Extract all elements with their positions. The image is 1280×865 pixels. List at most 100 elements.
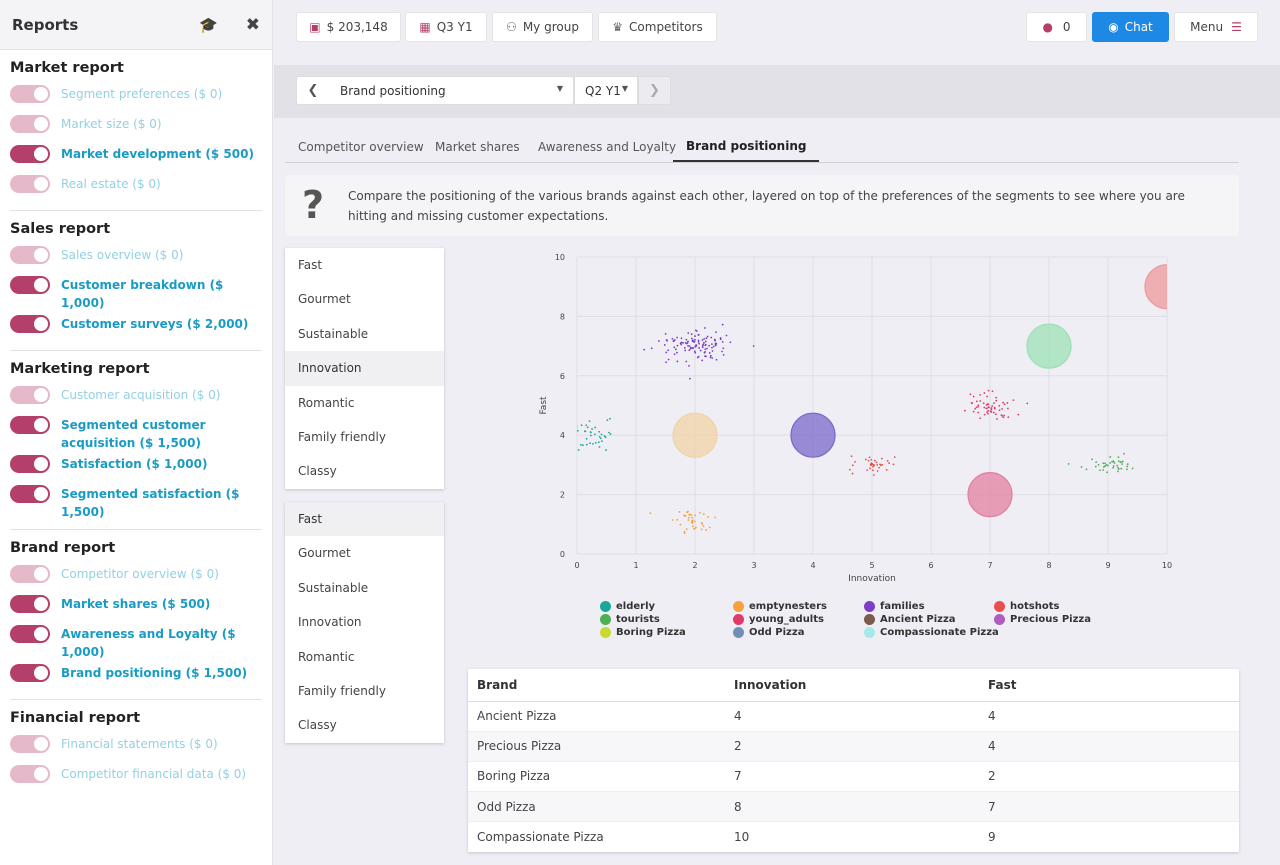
graduation-cap-icon[interactable]: 🎓 [199,15,218,34]
chat-icon: ◉ [1108,20,1119,34]
report-item[interactable]: Customer acquisition ($ 0) [10,383,262,413]
report-item[interactable]: Market size ($ 0) [10,112,262,142]
notifications-button[interactable]: ● 0 [1026,12,1087,42]
menu-button[interactable]: Menu ☰ [1174,12,1258,42]
segment-point [691,516,693,519]
report-toggle[interactable] [10,485,50,503]
report-toggle[interactable] [10,595,50,613]
segment-point [990,407,993,409]
report-item[interactable]: Segment preferences ($ 0) [10,82,262,112]
chat-button[interactable]: ◉ Chat [1092,12,1169,42]
attribute-option[interactable]: Sustainable [298,580,369,595]
legend-dot [994,601,1005,612]
segment-point [698,342,701,345]
segment-point [1003,414,1006,417]
next-report-icon[interactable]: ❯ [638,76,671,105]
legend-label: Odd Pizza [749,627,805,638]
segment-point [693,520,696,523]
report-toggle[interactable] [10,145,50,163]
segment-point [707,516,709,518]
report-toggle[interactable] [10,664,50,682]
report-item[interactable]: Financial statements ($ 0) [10,732,262,762]
report-toggle[interactable] [10,765,50,783]
segment-point [700,521,703,524]
attribute-option[interactable]: Gourmet [298,546,351,561]
report-toggle[interactable] [10,246,50,264]
segment-point [672,339,675,342]
segment-point [566,435,568,437]
report-toggle[interactable] [10,565,50,583]
segment-point [692,347,694,350]
report-item[interactable]: Segmented customer acquisition ($ 1,500) [10,413,262,452]
attribute-option[interactable]: Fast [285,502,444,537]
report-toggle[interactable] [10,386,50,404]
report-select-value: Brand positioning [340,84,446,98]
attribute-option[interactable]: Gourmet [298,292,351,307]
report-toggle[interactable] [10,315,50,333]
report-item[interactable]: Competitor overview ($ 0) [10,562,262,592]
report-toggle[interactable] [10,625,50,643]
attribute-option[interactable]: Sustainable [298,326,369,341]
x-tick-label: 8 [1046,561,1051,570]
segment-point [1094,465,1097,468]
report-item[interactable]: Market shares ($ 500) [10,592,262,622]
attribute-option[interactable]: Family friendly [298,683,386,698]
competitors-button[interactable]: ♛ Competitors [598,12,717,42]
tab-awareness-loyalty[interactable]: Awareness and Loyalty [538,139,677,154]
segment-point [708,352,711,354]
attribute-option[interactable]: Romantic [298,395,355,410]
tab-brand-positioning[interactable]: Brand positioning [673,131,820,162]
segment-point [878,466,881,469]
tab-market-shares[interactable]: Market shares [435,139,520,154]
segment-point [584,430,587,433]
report-toggle[interactable] [10,175,50,193]
report-item-label: Market shares ($ 500) [61,597,211,611]
y-tick-label: 8 [560,312,565,321]
report-item[interactable]: Real estate ($ 0) [10,172,262,202]
attribute-option[interactable]: Family friendly [298,429,386,444]
report-item[interactable]: Awareness and Loyalty ($ 1,000) [10,622,262,661]
attribute-option[interactable]: Innovation [298,615,362,630]
report-toggle[interactable] [10,416,50,434]
report-item[interactable]: Satisfaction ($ 1,000) [10,452,262,482]
segment-point [694,335,696,337]
report-item[interactable]: Brand positioning ($ 1,500) [10,661,262,691]
table-cell: 4 [979,730,1239,762]
report-toggle[interactable] [10,115,50,133]
attribute-option[interactable]: Classy [298,718,337,733]
segment-point [570,437,572,439]
segment-point [577,429,579,432]
attribute-option[interactable]: Innovation [285,351,444,386]
segment-point [594,426,597,429]
report-toggle[interactable] [10,735,50,753]
period-button[interactable]: ▦ Q3 Y1 [405,12,487,42]
report-select[interactable]: ❮ Brand positioning ▼ [296,76,574,105]
segment-point [697,339,700,342]
attribute-option[interactable]: Classy [298,464,337,479]
segment-point [690,513,693,516]
report-item[interactable]: Competitor financial data ($ 0) [10,762,262,792]
attribute-option[interactable]: Romantic [298,649,355,664]
report-item[interactable]: Segmented satisfaction ($ 1,500) [10,482,262,521]
close-icon[interactable]: ✖ [245,14,260,35]
tab-competitor-overview[interactable]: Competitor overview [298,139,424,154]
attribute-option[interactable]: Fast [298,258,323,272]
report-item[interactable]: Market development ($ 500) [10,142,262,172]
report-toggle[interactable] [10,455,50,473]
segment-point [643,348,646,351]
table-cell: Boring Pizza [468,760,725,792]
report-item[interactable]: Customer breakdown ($ 1,000) [10,273,262,312]
segment-point [695,344,698,346]
report-toggle[interactable] [10,276,50,294]
segment-point [983,392,986,394]
cash-button[interactable]: ▣ $ 203,148 [296,12,401,42]
group-button[interactable]: ⚇ My group [492,12,593,42]
quarter-select[interactable]: Q2 Y1 ▼ [574,76,638,105]
previous-report-icon[interactable]: ❮ [307,83,319,98]
report-toggle[interactable] [10,85,50,103]
legend-label: tourists [616,614,660,625]
report-item[interactable]: Sales overview ($ 0) [10,243,262,273]
segment-point [702,513,705,516]
segment-point [690,333,693,336]
report-item[interactable]: Customer surveys ($ 2,000) [10,312,262,342]
